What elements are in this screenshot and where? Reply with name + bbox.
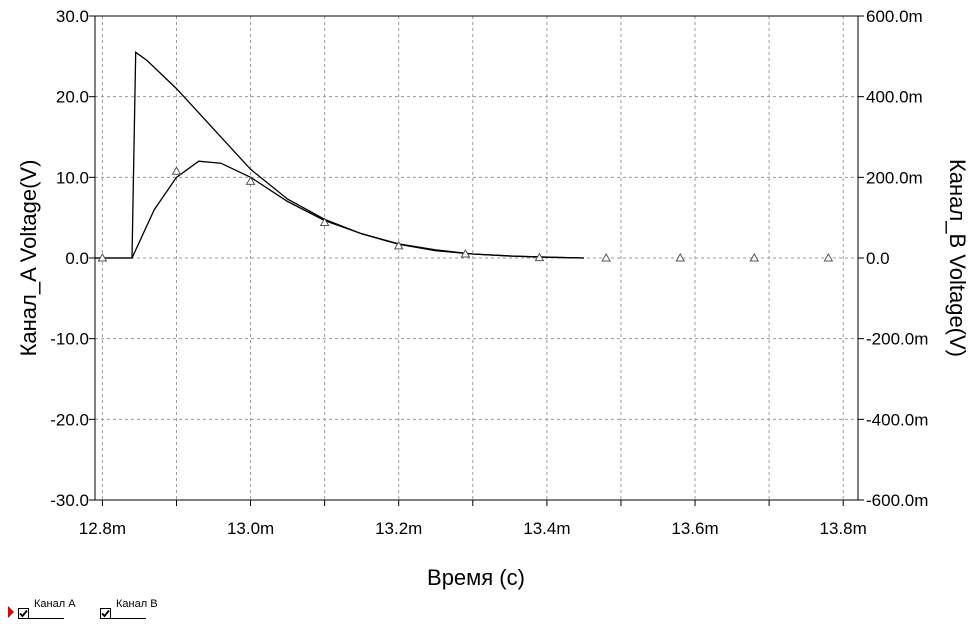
- y-right-tick-label: 400.0m: [866, 88, 923, 107]
- y-right-tick-label: 600.0m: [866, 7, 923, 26]
- series-line-kanal-b: [95, 160, 584, 259]
- selection-marker: [8, 606, 14, 618]
- y-axis-right-title: Канал_B Voltage(V): [945, 159, 970, 357]
- y-left-tick-label: 30.0: [56, 7, 89, 26]
- legend-label-kanal-a: Канал A: [34, 598, 76, 610]
- legend-item-kanal-a[interactable]: Канал A: [8, 596, 78, 622]
- y-right-tick-label: 0.0: [866, 249, 890, 268]
- series-marker-kanal-b: [675, 252, 686, 262]
- x-axis-title: Время (с): [427, 565, 525, 590]
- y-axis-left-title: Канал_A Voltage(V): [16, 160, 41, 357]
- y-left-tick-label: 20.0: [56, 88, 89, 107]
- checkmark-icon: [101, 609, 110, 618]
- y-left-tick-label: 0.0: [65, 249, 89, 268]
- y-axis-right: 600.0m 400.0m 200.0m 0.0 -200.0m -400.0m -600.…: [858, 7, 928, 510]
- chart: 12.8m 13.0m 13.2m 13.4m 13.6m 13.8m 30.0 20.0 1…: [16, 7, 970, 590]
- y-left-tick-label: -20.0: [50, 410, 89, 429]
- y-left-tick-label: -10.0: [50, 330, 89, 349]
- series-marker-kanal-b: [601, 252, 611, 262]
- y-right-tick-label: -200.0m: [866, 330, 928, 349]
- series-marker-kanal-b: [534, 252, 545, 262]
- grid: [95, 16, 858, 500]
- x-tick-label: 13.0m: [227, 519, 274, 538]
- y-right-tick-label: 200.0m: [866, 168, 923, 187]
- legend-label-kanal-b: Канал B: [116, 598, 158, 610]
- series-marker-kanal-b: [749, 252, 760, 262]
- legend-line-kanal-b: [100, 618, 146, 619]
- y-axis-left: 30.0 20.0 10.0 0.0 -10.0 -20.0 -30.0: [50, 7, 95, 510]
- series-marker-kanal-b: [319, 217, 330, 227]
- x-tick-label: 13.8m: [820, 519, 867, 538]
- x-axis: 12.8m 13.0m 13.2m 13.4m 13.6m 13.8m: [79, 500, 867, 538]
- y-left-tick-label: -30.0: [50, 491, 89, 510]
- x-tick-label: 13.2m: [375, 519, 422, 538]
- y-left-tick-label: 10.0: [56, 168, 89, 187]
- x-tick-label: 13.4m: [523, 519, 570, 538]
- checkmark-icon: [19, 609, 28, 618]
- series-marker-kanal-b: [97, 252, 108, 262]
- x-tick-label: 12.8m: [79, 519, 126, 538]
- y-right-tick-label: -600.0m: [866, 491, 928, 510]
- legend-item-kanal-b[interactable]: Канал B: [90, 596, 160, 622]
- series-marker-kanal-b: [171, 166, 182, 175]
- y-right-tick-label: -400.0m: [866, 410, 928, 429]
- series-marker-kanal-b: [393, 240, 404, 250]
- series-marker-kanal-b: [460, 248, 471, 258]
- series-line-kanal-a: [95, 51, 584, 259]
- series-layer: [95, 51, 834, 262]
- series-marker-kanal-b: [245, 176, 256, 185]
- legend-line-kanal-a: [18, 618, 64, 619]
- x-tick-label: 13.6m: [671, 519, 718, 538]
- series-marker-kanal-b: [823, 252, 834, 262]
